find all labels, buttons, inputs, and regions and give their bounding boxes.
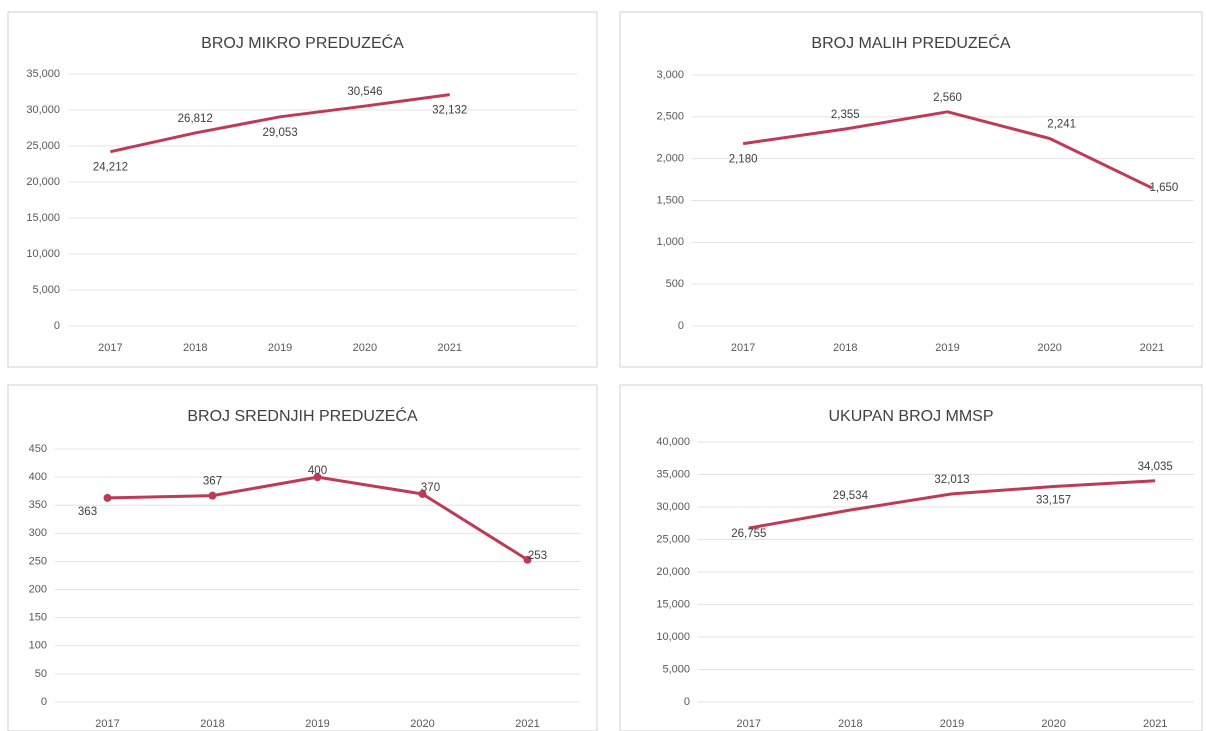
data-label: 367 [203, 476, 222, 488]
y-tick-label: 20,000 [656, 566, 690, 578]
y-tick-label: 500 [666, 278, 684, 290]
x-tick-label: 2019 [268, 342, 292, 354]
y-tick-label: 25,000 [26, 140, 60, 152]
x-tick-label: 2020 [410, 718, 434, 730]
data-label: 26,755 [731, 528, 766, 540]
y-tick-label: 5,000 [32, 284, 60, 296]
line [748, 479, 1156, 530]
marker [523, 555, 532, 564]
data-label: 2,560 [933, 92, 962, 104]
x-tick-label: 2020 [1037, 342, 1061, 354]
y-tick-label: 35,000 [26, 68, 60, 80]
y-tick-label: 1,000 [656, 236, 684, 248]
data-label: 370 [421, 482, 440, 494]
x-tick-label: 2018 [838, 718, 862, 730]
chart-title: BROJ MALIH PREDUZEĆA [811, 33, 1010, 52]
x-tick-label: 2021 [515, 718, 539, 730]
y-tick-label: 10,000 [26, 248, 60, 260]
y-tick-label: 3,000 [656, 69, 684, 81]
y-tick-label: 0 [54, 320, 60, 332]
x-tick-label: 2020 [353, 342, 377, 354]
x-tick-label: 2021 [1140, 342, 1164, 354]
x-tick-label: 2021 [438, 342, 462, 354]
data-label: 24,212 [93, 162, 128, 174]
line [110, 93, 450, 154]
data-label: 2,241 [1047, 119, 1076, 131]
data-label: 33,157 [1036, 495, 1071, 507]
panel [619, 11, 1203, 368]
x-tick-label: 2019 [935, 342, 959, 354]
line [742, 110, 1153, 190]
y-tick-label: 15,000 [26, 212, 60, 224]
y-tick-label: 5,000 [662, 663, 690, 675]
data-label: 26,812 [178, 113, 213, 125]
panel [7, 11, 598, 368]
data-label: 363 [78, 506, 97, 518]
x-tick-label: 2017 [731, 342, 755, 354]
y-tick-label: 10,000 [656, 631, 690, 643]
x-tick-label: 2020 [1041, 718, 1065, 730]
data-label: 32,132 [432, 105, 467, 117]
y-tick-label: 350 [29, 499, 47, 511]
data-label: 2,355 [831, 109, 860, 121]
data-label: 29,534 [833, 490, 869, 502]
data-label: 2,180 [729, 154, 758, 166]
y-tick-label: 0 [684, 696, 690, 708]
y-tick-label: 35,000 [656, 468, 690, 480]
y-tick-label: 2,000 [656, 153, 684, 165]
y-tick-label: 0 [678, 320, 684, 332]
chart-title: BROJ SREDNJIH PREDUZEĆA [187, 406, 418, 425]
x-tick-label: 2018 [183, 342, 207, 354]
marker [313, 473, 322, 482]
marker [208, 491, 217, 500]
data-label: 400 [308, 465, 327, 477]
x-tick-label: 2017 [737, 718, 761, 730]
y-tick-label: 2,500 [656, 111, 684, 123]
y-tick-label: 15,000 [656, 598, 690, 610]
y-tick-label: 25,000 [656, 533, 690, 545]
y-tick-label: 100 [29, 640, 47, 652]
y-tick-label: 1,500 [656, 194, 684, 206]
y-tick-label: 30,000 [656, 501, 690, 513]
chart-title: UKUPAN BROJ MMSP [828, 408, 993, 425]
data-label: 253 [528, 550, 547, 562]
chart-title: BROJ MIKRO PREDUZEĆA [201, 33, 404, 52]
y-tick-label: 200 [29, 583, 47, 595]
y-tick-label: 30,000 [26, 104, 60, 116]
panel [619, 384, 1203, 731]
y-tick-label: 40,000 [656, 436, 690, 448]
x-tick-label: 2018 [200, 718, 224, 730]
marker [103, 493, 112, 502]
y-tick-label: 50 [35, 668, 47, 680]
x-tick-label: 2017 [98, 342, 122, 354]
data-label: 30,546 [347, 86, 382, 98]
data-label: 29,053 [262, 127, 297, 139]
y-tick-label: 300 [29, 527, 47, 539]
panel [7, 384, 598, 731]
x-tick-label: 2019 [305, 718, 329, 730]
x-tick-label: 2019 [940, 718, 964, 730]
x-tick-label: 2021 [1143, 718, 1167, 730]
data-label: 32,013 [934, 474, 969, 486]
y-tick-label: 0 [41, 696, 47, 708]
y-tick-label: 250 [29, 555, 47, 567]
y-tick-label: 400 [29, 471, 47, 483]
data-label: 1,650 [1150, 182, 1179, 194]
y-tick-label: 20,000 [26, 176, 60, 188]
x-tick-label: 2017 [95, 718, 119, 730]
y-tick-label: 150 [29, 612, 47, 624]
data-label: 34,035 [1138, 461, 1173, 473]
marker [418, 489, 427, 498]
x-tick-label: 2018 [833, 342, 857, 354]
y-tick-label: 450 [29, 443, 47, 455]
